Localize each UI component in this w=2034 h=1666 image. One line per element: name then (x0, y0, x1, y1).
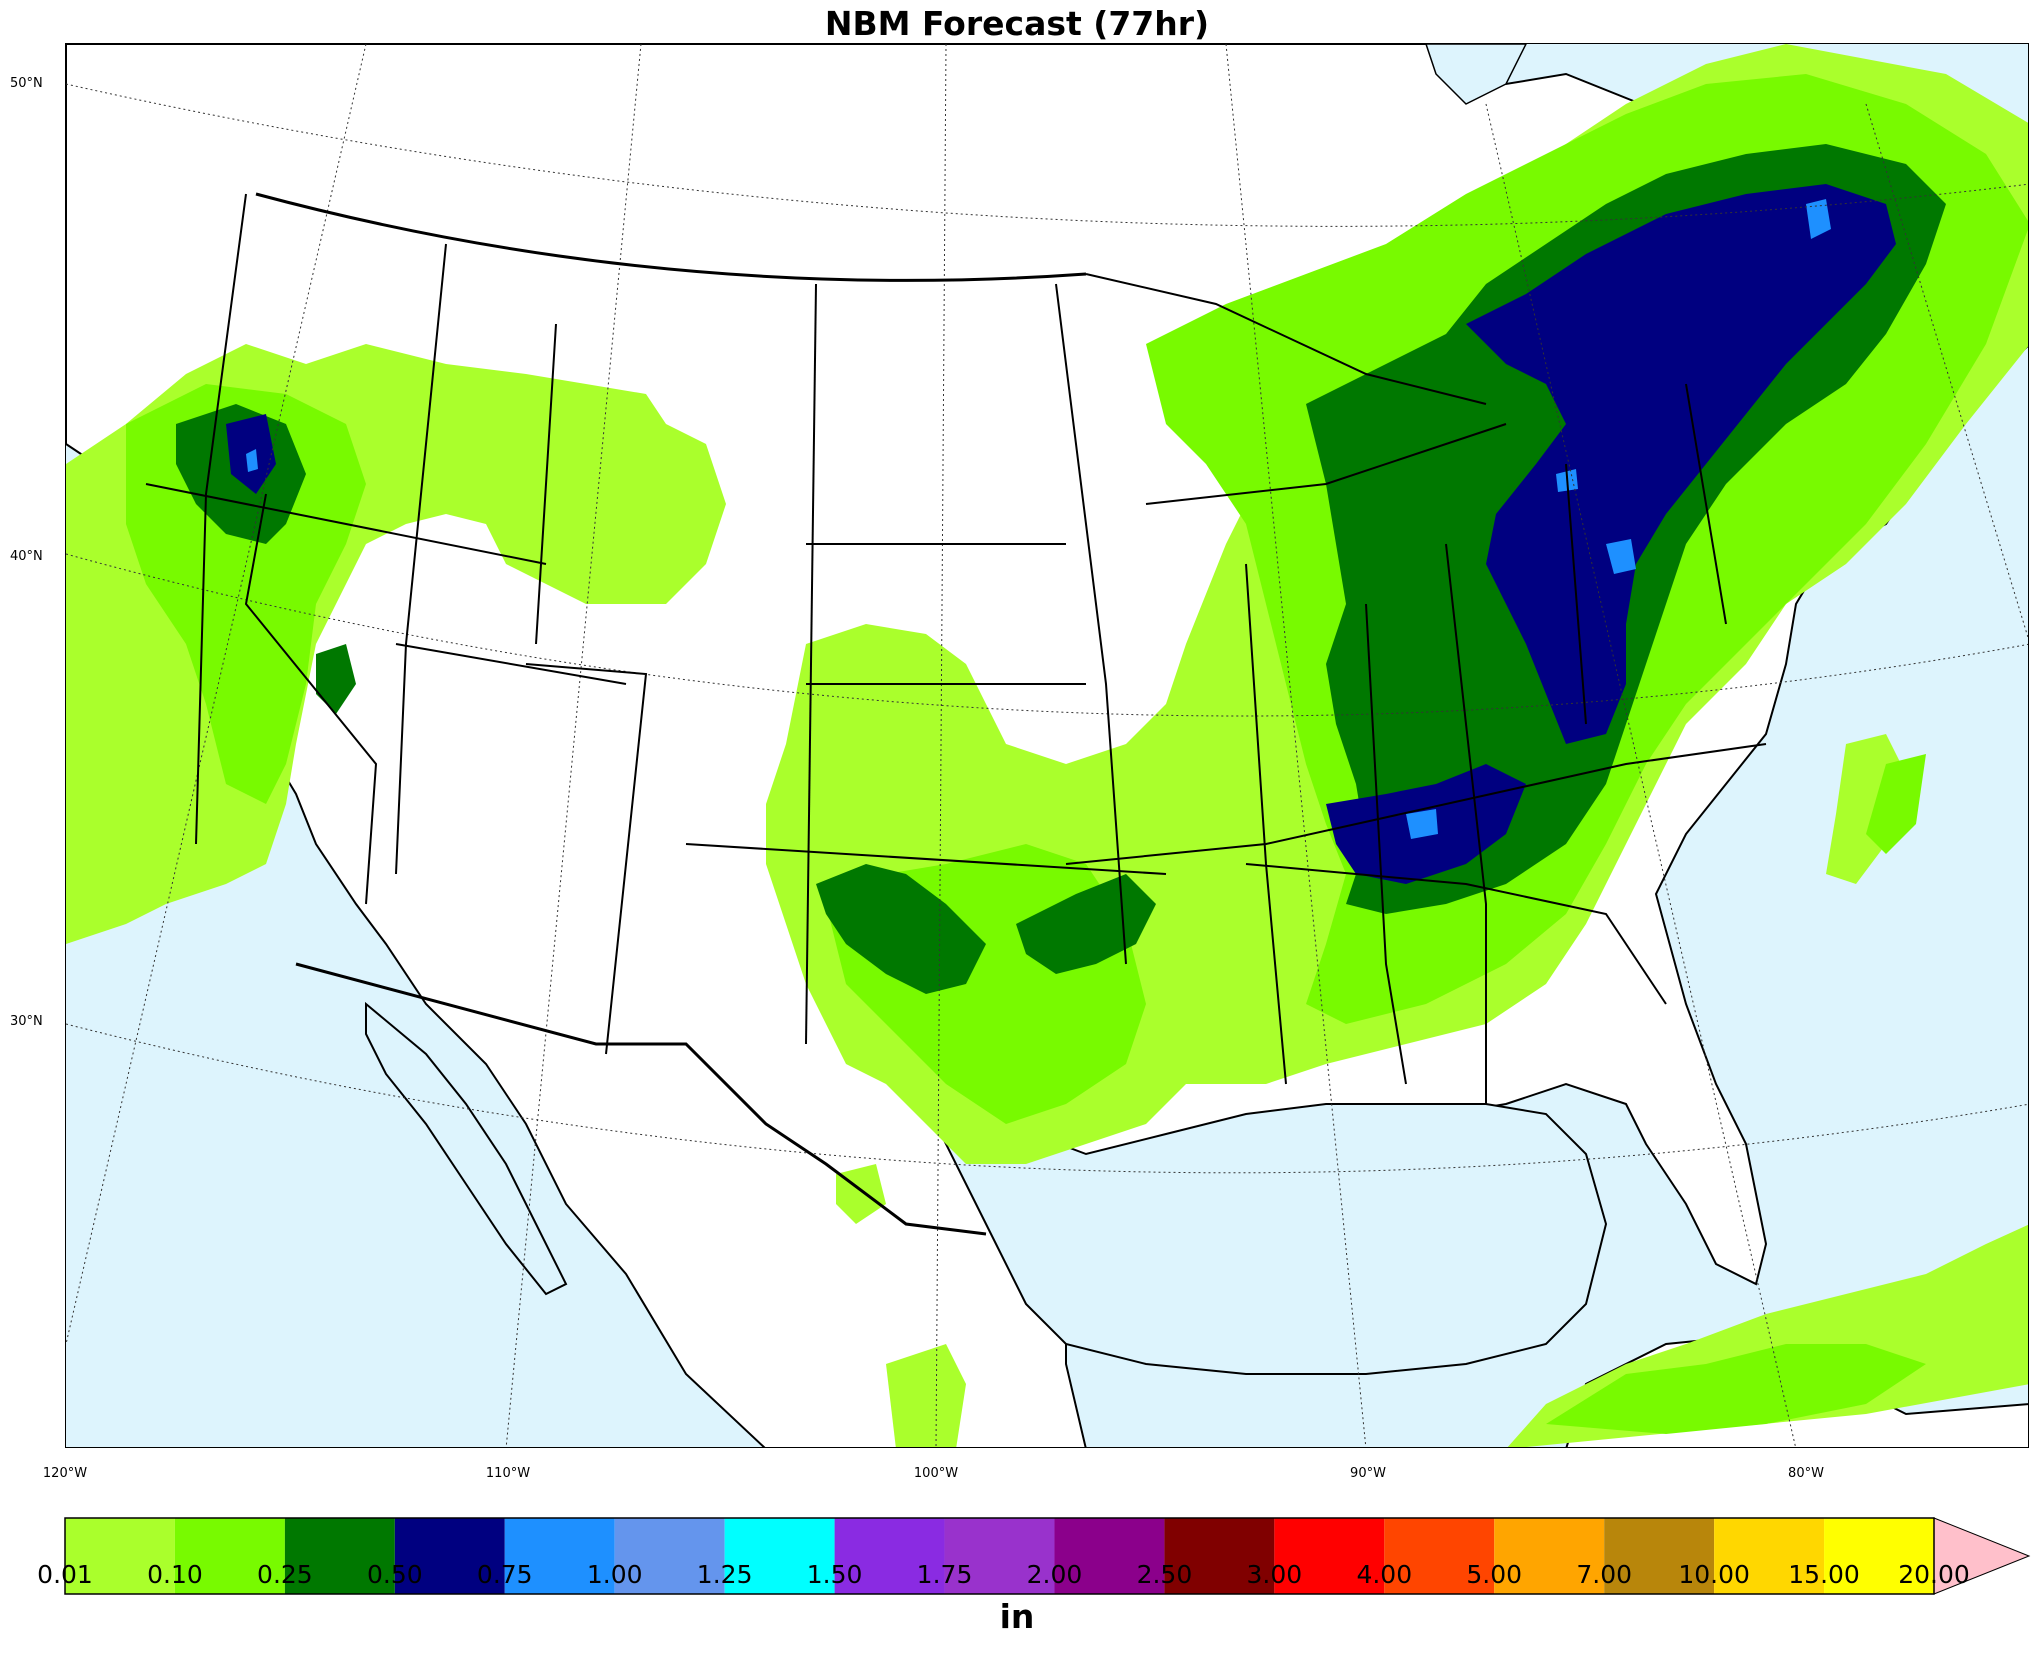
colorbar-cell (944, 1518, 1055, 1594)
colorbar-cell (1054, 1518, 1165, 1594)
colorbar-tick-label: 1.00 (586, 1560, 643, 1589)
colorbar-cell (1494, 1518, 1605, 1594)
colorbar-tick-label: 0.01 (37, 1560, 93, 1589)
latitude-label-30n: 30°N (10, 1014, 43, 1029)
colorbar-tick-label: 1.75 (916, 1560, 973, 1589)
colorbar-units-label: in (999, 1597, 1035, 1636)
colorbar-tick-label: 0.50 (366, 1560, 423, 1589)
colorbar-tick-label: 3.00 (1246, 1560, 1303, 1589)
colorbar-cell (614, 1518, 725, 1594)
colorbar-cell (504, 1518, 615, 1594)
colorbar-cell (1384, 1518, 1495, 1594)
colorbar-cell (394, 1518, 505, 1594)
colorbar-tick-label: 10.00 (1678, 1560, 1750, 1589)
colorbar-tick-label: 5.00 (1466, 1560, 1523, 1589)
precipitation-map (65, 43, 2029, 1448)
colorbar-tick-label: 15.00 (1788, 1560, 1860, 1589)
colorbar-cell (65, 1518, 175, 1594)
colorbar-frame (64, 1517, 1935, 1595)
colorbar-cell (1714, 1518, 1825, 1594)
colorbar-tick-label: 1.25 (696, 1560, 753, 1589)
colorbar-tick-label: 0.10 (147, 1560, 203, 1589)
longitude-label-120w: 120°W (42, 1466, 88, 1481)
colorbar-cell (284, 1518, 395, 1594)
hudson-bay-area (1425, 44, 1527, 105)
colorbar-tick-label: 0.75 (476, 1560, 533, 1589)
longitude-label-110w: 110°W (485, 1466, 531, 1481)
longitude-label-100w: 100°W (913, 1466, 959, 1481)
political-borders (145, 192, 1767, 1236)
colorbar-tick-label: 20.00 (1898, 1560, 1970, 1589)
colorbar-cell (1824, 1518, 1934, 1594)
colorbar-tick-label: 2.50 (1136, 1560, 1193, 1589)
colorbar-tick-label: 1.50 (806, 1560, 863, 1589)
colorbar-tick-label: 0.25 (257, 1560, 313, 1589)
longitude-label-90w: 90°W (1350, 1466, 1386, 1481)
longitude-label-80w: 80°W (1788, 1466, 1824, 1481)
colorbar-cell (1274, 1518, 1385, 1594)
gulf-of-california (365, 1001, 568, 1296)
graticule (66, 44, 2028, 1447)
colorbar-cells (65, 1518, 1934, 1594)
colorbar-tick-label: 7.00 (1576, 1560, 1633, 1589)
map-canvas (66, 44, 2028, 1447)
latitude-label-40n: 40°N (10, 549, 43, 564)
colorbar-tick-label: 2.00 (1026, 1560, 1083, 1589)
colorbar-tick-label: 4.00 (1356, 1560, 1413, 1589)
colorbar-cell (1164, 1518, 1275, 1594)
map-title: NBM Forecast (77hr) (824, 4, 1210, 43)
colorbar-cell (1604, 1518, 1715, 1594)
gulf-of-mexico (924, 1102, 1608, 1375)
latitude-label-50n: 50°N (10, 76, 43, 91)
colorbar-cell (834, 1518, 945, 1594)
colorbar-cell (724, 1518, 835, 1594)
colorbar-cell (174, 1518, 285, 1594)
